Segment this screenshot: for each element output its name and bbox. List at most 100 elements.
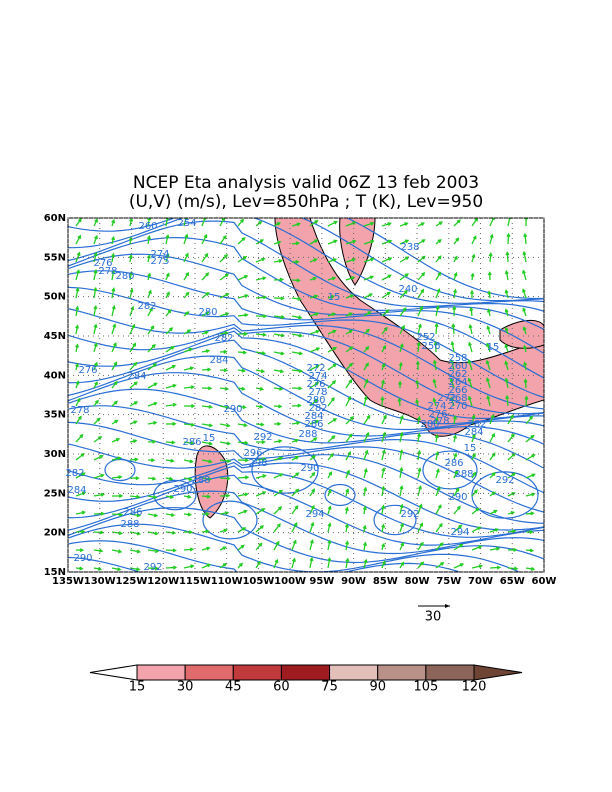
colorbar-label: 15 xyxy=(129,680,146,695)
contour-label: 288 xyxy=(120,519,139,530)
lat-tick-label: 40N xyxy=(44,370,66,381)
contour-label: 298 xyxy=(248,458,267,469)
lon-tick-label: 85W xyxy=(373,576,398,587)
contour-label: 254 xyxy=(177,218,196,229)
lon-tick-label: 115W xyxy=(179,576,211,587)
contour-label: 284 xyxy=(464,427,483,438)
contour-label: 15 xyxy=(203,433,216,444)
contour-label: 284 xyxy=(127,371,146,382)
contour-label: 292 xyxy=(495,475,514,486)
contour-label: 292 xyxy=(253,432,272,443)
contour-label: 290 xyxy=(73,553,92,564)
contour-label: 275 xyxy=(150,256,169,267)
colorbar-box xyxy=(184,664,234,681)
wind-vectors xyxy=(75,218,536,572)
lon-tick-label: 70W xyxy=(468,576,493,587)
contour-label: 256 xyxy=(421,341,440,352)
lat-tick-label: 60N xyxy=(44,213,66,224)
contour-label: 252 xyxy=(416,332,435,343)
map-frame xyxy=(67,217,545,573)
contour-label: 260 xyxy=(138,221,157,232)
contour-label: 280 xyxy=(306,395,325,406)
contour-label: 290 xyxy=(300,463,319,474)
colorbar-label: 120 xyxy=(462,680,487,695)
contour-label: 292 xyxy=(400,509,419,520)
contour-label: 296 xyxy=(243,448,262,459)
reference-label: 30 xyxy=(425,610,442,625)
contour-label: 282 xyxy=(65,468,84,479)
contour-label: 274 xyxy=(427,401,446,412)
contour-label: 288 xyxy=(191,475,210,486)
contour-label: 274 xyxy=(150,249,169,260)
title-line: NCEP Eta analysis valid 06Z 13 feb 2003 xyxy=(133,173,479,193)
lat-tick-label: 20N xyxy=(44,528,66,539)
colorbar-end xyxy=(473,664,523,681)
lat-tick-label: 35N xyxy=(44,410,66,421)
contour-label: 280 xyxy=(420,419,439,430)
colorbar-box xyxy=(232,664,282,681)
lon-tick-label: 120W xyxy=(147,576,179,587)
contour-label: 276 xyxy=(78,365,97,376)
contour-label: 262 xyxy=(448,369,467,380)
lon-tick-label: 100W xyxy=(274,576,306,587)
contour-label: 276 xyxy=(93,258,112,269)
colorbar-label: 30 xyxy=(177,680,194,695)
colorbar-label: 45 xyxy=(225,680,242,695)
lon-tick-label: 110W xyxy=(211,576,243,587)
colorbar-box xyxy=(329,664,379,681)
contour-label: 278 xyxy=(70,405,89,416)
lat-tick-label: 55N xyxy=(44,252,66,263)
contour-label: 264 xyxy=(448,377,467,388)
contour-label: 284 xyxy=(209,355,228,366)
contour-label: 278 xyxy=(430,416,449,427)
contour-label: 282 xyxy=(214,333,233,344)
lon-tick-label: 135W xyxy=(52,576,84,587)
contour-label: 276 xyxy=(306,379,325,390)
lat-tick-label: 50N xyxy=(44,292,66,303)
contour-label: 15 xyxy=(328,292,341,303)
contour-lines xyxy=(68,218,544,572)
contour-label: 272 xyxy=(306,363,325,374)
lon-tick-label: 90W xyxy=(341,576,366,587)
contour-label: 282 xyxy=(308,403,327,414)
lat-tick-label: 45N xyxy=(44,331,66,342)
colorbar-end xyxy=(89,664,138,681)
lon-tick-label: 105W xyxy=(242,576,274,587)
contour-label: 278 xyxy=(98,266,117,277)
lon-tick-label: 75W xyxy=(436,576,461,587)
contour-label: 272 xyxy=(437,393,456,404)
lat-tick-label: 30N xyxy=(44,449,66,460)
lon-tick-label: 130W xyxy=(84,576,116,587)
lon-tick-label: 80W xyxy=(405,576,430,587)
contour-label: 278 xyxy=(308,387,327,398)
lon-tick-label: 65W xyxy=(500,576,525,587)
contour-label: 280 xyxy=(198,307,217,318)
title-line: (U,V) (m/s), Lev=850hPa ; T (K), Lev=950 xyxy=(129,192,483,212)
contour-label: 286 xyxy=(182,437,201,448)
contour-label: 260 xyxy=(448,361,467,372)
contour-label: 290 xyxy=(448,492,467,503)
lon-tick-label: 95W xyxy=(309,576,334,587)
contour-label: 15 xyxy=(464,443,477,454)
contour-label: 284 xyxy=(304,411,323,422)
colorbar-box xyxy=(377,664,427,681)
contour-label: 282 xyxy=(467,419,486,430)
contour-label: 288 xyxy=(454,469,473,480)
contour-label: 15 xyxy=(487,342,500,353)
colorbar-label: 105 xyxy=(413,680,438,695)
contour-label: 292 xyxy=(143,562,162,573)
contour-label: 286 xyxy=(304,419,323,430)
contour-label: 240 xyxy=(398,284,417,295)
contour-label: 270 xyxy=(448,401,467,412)
colorbar-label: 60 xyxy=(273,680,290,695)
lat-tick-label: 25N xyxy=(44,488,66,499)
colorbar-label: 75 xyxy=(321,680,338,695)
colorbar-label: 90 xyxy=(369,680,386,695)
contour-label: 286 xyxy=(123,507,142,518)
contour-label: 294 xyxy=(305,509,324,520)
contour-label: 294 xyxy=(450,527,469,538)
reference-arrowhead xyxy=(445,604,450,608)
lon-tick-label: 60W xyxy=(532,576,557,587)
colorbar-box xyxy=(425,664,475,681)
